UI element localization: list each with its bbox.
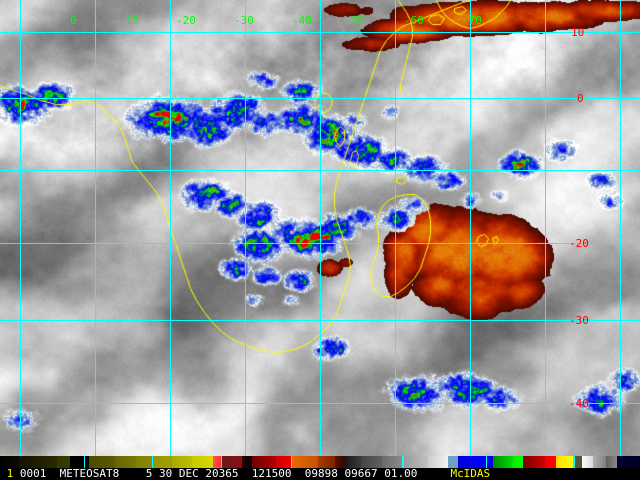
color-bar-segment-9	[135, 456, 153, 468]
color-bar-segment-12	[171, 456, 193, 468]
color-bar-segment-2	[19, 456, 57, 468]
color-bar-segment-17	[242, 456, 252, 468]
color-bar-segment-37	[544, 456, 557, 468]
status-field-julian-date: 20365	[198, 467, 239, 480]
color-bar-segment-14	[212, 456, 221, 468]
longitude-label-3: -30	[234, 14, 254, 27]
color-bar-segment-33	[487, 456, 493, 468]
color-bar-segment-30	[448, 456, 458, 468]
status-field-resolution: 01.00	[377, 467, 418, 480]
status-leading-space	[0, 468, 7, 480]
color-bar-segment-31	[457, 456, 486, 468]
color-bar-segment-38	[556, 456, 573, 468]
mcidas-status-bar: 1 0001 METEOSAT8 5 30 DEC 20365 121500 0…	[0, 468, 640, 480]
color-bar-segment-6	[85, 456, 90, 468]
satellite-image-pane[interactable]: 0 -10 -20 -30 -40 -50 -60 -70 10 0 -20 -30 -40	[0, 0, 640, 456]
latitude-label-4: -40	[569, 397, 589, 410]
latitude-label-1: 0	[577, 92, 584, 105]
status-field-image-time-utc: 121500	[238, 467, 292, 480]
color-bar-segment-32	[485, 456, 488, 468]
latitude-label-3: -30	[569, 314, 589, 327]
color-bar-segment-13	[192, 456, 213, 468]
status-field-month: DEC	[172, 467, 199, 480]
status-field-band-number: 5	[119, 467, 153, 480]
ir-enhancement-color-bar[interactable]	[0, 456, 640, 468]
color-bar-segment-35	[513, 456, 523, 468]
color-bar-segment-41	[582, 456, 594, 468]
color-bar-segment-21	[292, 456, 319, 468]
color-bar-segment-39	[572, 456, 575, 468]
longitude-label-0: 0	[70, 14, 77, 27]
color-bar-segment-24	[346, 456, 362, 468]
status-field-line-coordinate: 09898	[291, 467, 338, 480]
color-bar-segment-3	[56, 456, 70, 468]
color-bar-segment-4	[69, 456, 85, 468]
color-bar-segment-11	[153, 456, 172, 468]
longitude-label-6: -60	[404, 14, 424, 27]
color-bar-segment-0	[0, 456, 19, 468]
color-bar-segment-10	[152, 456, 154, 468]
color-bar-segment-18	[251, 456, 276, 468]
color-bar-segment-29	[427, 456, 449, 468]
status-field-software-label: McIDAS	[417, 467, 491, 480]
status-field-day-of-month: 30	[152, 467, 173, 480]
color-bar-segment-42	[593, 456, 607, 468]
longitude-label-4: -40	[292, 14, 312, 27]
color-bar-segment-5	[84, 456, 86, 468]
color-bar-segment-20	[290, 456, 293, 468]
latitude-label-2: -20	[569, 237, 589, 250]
color-bar-segment-15	[220, 456, 222, 468]
color-bar-segment-16	[221, 456, 243, 468]
status-field-image-number: 0001	[13, 467, 47, 480]
color-bar-segment-44	[617, 456, 640, 468]
frame-number-label: 1	[6, 467, 14, 480]
color-bar-segment-19	[275, 456, 291, 468]
color-bar-segment-36	[522, 456, 545, 468]
color-bar-segment-7	[89, 456, 116, 468]
latitude-label-0: 10	[571, 26, 585, 39]
color-bar-segment-1	[18, 456, 20, 468]
longitude-label-5: -50	[345, 14, 365, 27]
color-bar-segment-23	[335, 456, 347, 468]
color-bar-segment-8	[115, 456, 136, 468]
color-bar-segment-34	[492, 456, 514, 468]
satellite-ir-enhanced-image[interactable]	[0, 0, 640, 456]
color-bar-segment-27	[401, 456, 404, 468]
color-bar-segment-22	[318, 456, 336, 468]
status-field-element-coordinate: 09667	[337, 467, 378, 480]
color-bar-segment-43	[606, 456, 618, 468]
longitude-label-7: -70	[462, 14, 482, 27]
longitude-label-1: -10	[119, 14, 139, 27]
longitude-label-2: -20	[176, 14, 196, 27]
color-bar-segment-26	[381, 456, 402, 468]
color-bar-segment-25	[361, 456, 382, 468]
status-field-satellite-name: METEOSAT8	[46, 467, 120, 480]
color-bar-segment-40	[574, 456, 583, 468]
color-bar-segment-28	[403, 456, 428, 468]
